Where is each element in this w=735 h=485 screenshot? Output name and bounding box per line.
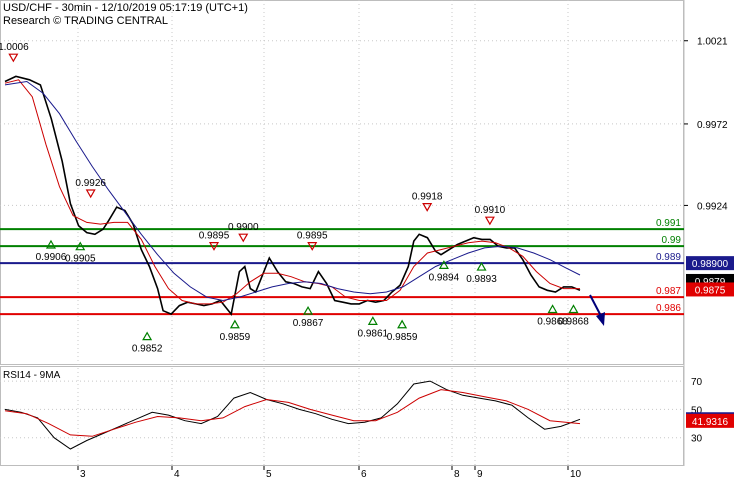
forecast-arrow xyxy=(589,294,605,326)
pivot-label: 0.9852 xyxy=(132,344,163,355)
up-marker-icon xyxy=(367,316,378,325)
down-marker-icon xyxy=(484,216,495,226)
pivot-label: 1.0006 xyxy=(0,42,29,53)
y-tick-label: 0.9924 xyxy=(697,201,728,212)
level-label: 0.989 xyxy=(656,252,681,263)
pivot-label: 0.9861 xyxy=(358,328,389,339)
pivot-markers: 1.00060.99260.99060.99050.98520.98950.99… xyxy=(0,42,589,354)
up-marker-icon xyxy=(568,304,579,314)
rsi-panel-title: RSI14 - 9MA xyxy=(3,370,61,381)
pivot-label: 0.9918 xyxy=(412,192,443,203)
x-tick-label: 4 xyxy=(174,469,180,480)
down-marker-icon xyxy=(307,242,318,251)
y-tick-label: 0.9972 xyxy=(697,120,728,131)
price-box xyxy=(686,413,734,428)
series-fast-ma xyxy=(4,79,580,305)
up-marker-icon xyxy=(547,304,558,314)
up-marker-icon xyxy=(303,305,314,315)
x-tick-label: 5 xyxy=(266,469,272,480)
rsi-y-tick-label: 50 xyxy=(691,405,703,416)
x-tick-label: 9 xyxy=(477,469,483,480)
rsi-y-tick-label: 30 xyxy=(691,434,703,445)
series-layer xyxy=(4,75,581,450)
pivot-label: 0.9868 xyxy=(558,316,589,327)
up-marker-icon xyxy=(397,319,408,329)
series-price xyxy=(4,75,581,316)
up-marker-icon xyxy=(438,260,449,269)
pivot-label: 0.9868 xyxy=(537,316,568,327)
price-panel-frame xyxy=(0,0,684,365)
pivot-label: 0.9895 xyxy=(297,231,328,242)
down-marker-icon xyxy=(238,233,249,243)
pivot-label: 0.9867 xyxy=(293,318,324,329)
price-box-label: 0.98900 xyxy=(692,259,729,270)
pivot-label: 0.9906 xyxy=(36,252,67,263)
series-rsi-ma xyxy=(4,389,581,437)
level-label: 0.986 xyxy=(656,303,681,314)
down-marker-icon xyxy=(8,53,19,63)
up-marker-icon xyxy=(75,241,86,251)
chart-source: Research © TRADING CENTRAL xyxy=(3,15,168,27)
pivot-label: 0.9905 xyxy=(65,254,96,265)
series-slow-ma xyxy=(4,80,581,302)
level-lines: 0.991 0.99 0.989 0.987 0.986 xyxy=(0,218,684,316)
price-box xyxy=(686,256,734,271)
price-box-label: 0.9875 xyxy=(695,285,726,296)
pivot-label: 0.9859 xyxy=(387,332,418,343)
up-marker-icon xyxy=(142,331,153,341)
y-tick-label: 1.0021 xyxy=(697,37,728,48)
down-marker-icon xyxy=(422,203,433,212)
chart-title: USD/CHF - 30min - 12/10/2019 05:17:19 (U… xyxy=(3,2,248,14)
pivot-label: 0.9895 xyxy=(199,231,230,242)
pivot-label: 0.9859 xyxy=(220,332,251,343)
axis-labels: 3 4 5 6 8 9 10 1.0021 0.9972 0.9924 70 50 30 xyxy=(77,37,728,480)
series-rsi xyxy=(4,380,581,450)
level-label: 0.99 xyxy=(662,235,682,246)
rsi-y-tick-label: 70 xyxy=(691,377,703,388)
level-label: 0.987 xyxy=(656,286,681,297)
rsi-panel-frame xyxy=(0,366,684,466)
up-marker-icon xyxy=(45,239,57,249)
price-box xyxy=(686,282,734,297)
x-tick-label: 10 xyxy=(570,469,582,480)
x-tick-label: 3 xyxy=(80,469,86,480)
up-marker-icon xyxy=(229,319,240,329)
pivot-label: 0.9893 xyxy=(466,274,497,285)
down-marker-icon xyxy=(85,189,96,199)
pivot-label: 0.9900 xyxy=(228,222,259,233)
price-box-label: 41.9316 xyxy=(692,417,729,428)
up-marker-icon xyxy=(476,261,487,271)
x-tick-label: 6 xyxy=(361,469,367,480)
x-tick-label: 8 xyxy=(454,469,460,480)
pivot-label: 0.9894 xyxy=(429,272,460,283)
pivot-label: 0.9926 xyxy=(75,178,106,189)
level-label: 0.991 xyxy=(656,218,681,229)
down-marker-icon xyxy=(208,242,220,251)
pivot-label: 0.9910 xyxy=(475,205,506,216)
grid-layer xyxy=(0,0,684,466)
